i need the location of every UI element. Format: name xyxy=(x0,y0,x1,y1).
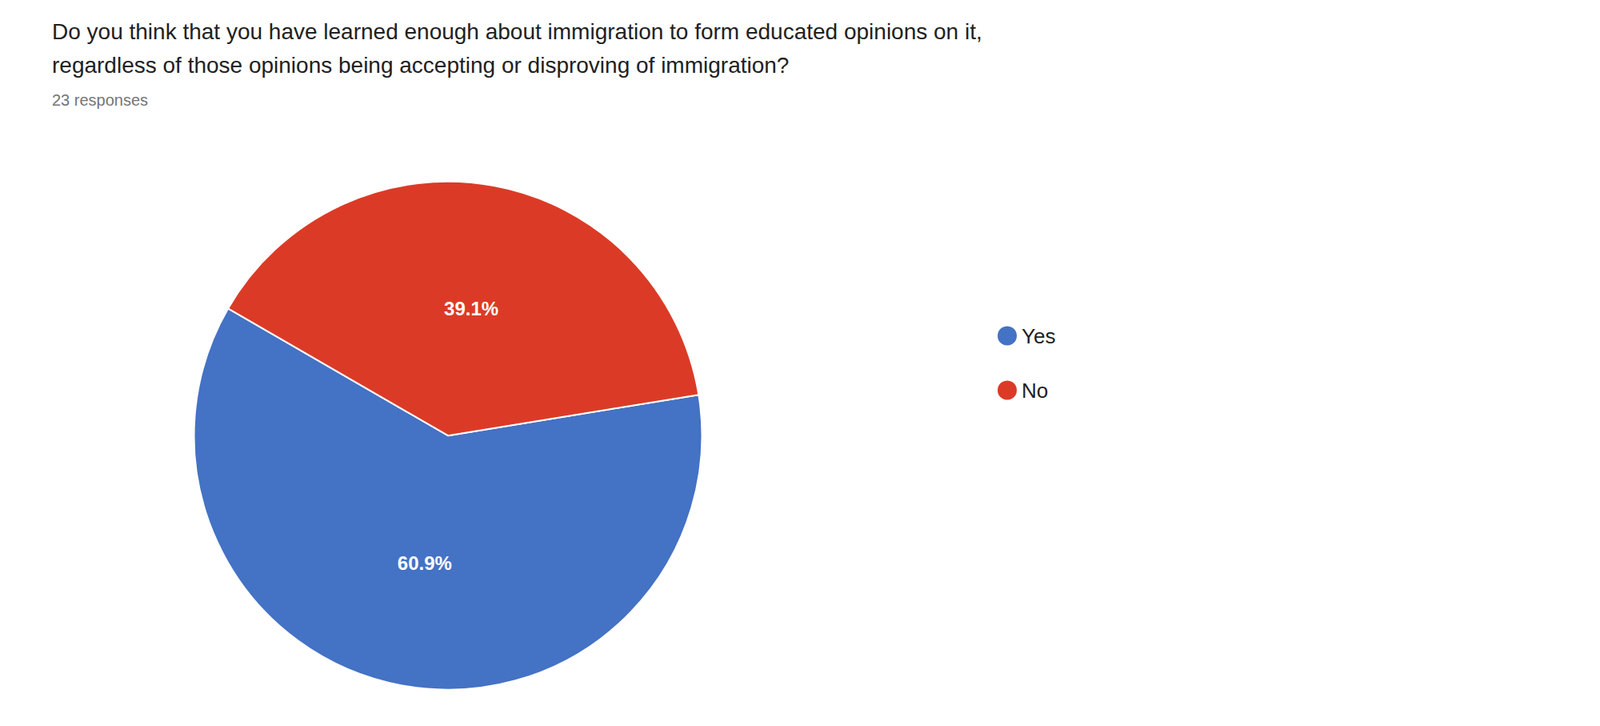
svg-text:Yes: Yes xyxy=(1021,324,1056,348)
svg-text:No: No xyxy=(1021,378,1048,403)
svg-text:23 responses: 23 responses xyxy=(52,91,148,109)
svg-text:39.1%: 39.1% xyxy=(444,297,499,320)
svg-text:Do you think that you have lea: Do you think that you have learned enoug… xyxy=(52,19,983,44)
svg-text:regardless of those opinions b: regardless of those opinions being accep… xyxy=(52,52,789,78)
svg-text:60.9%: 60.9% xyxy=(397,552,452,574)
